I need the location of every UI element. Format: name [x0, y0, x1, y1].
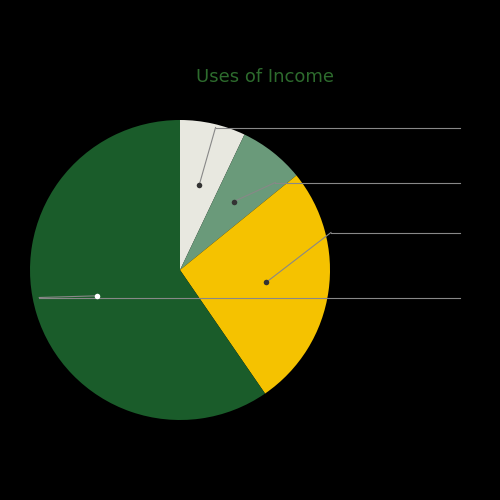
- Wedge shape: [180, 134, 296, 270]
- Text: Uses of Income: Uses of Income: [196, 68, 334, 86]
- Wedge shape: [180, 176, 330, 394]
- Wedge shape: [180, 120, 244, 270]
- Wedge shape: [30, 120, 265, 420]
